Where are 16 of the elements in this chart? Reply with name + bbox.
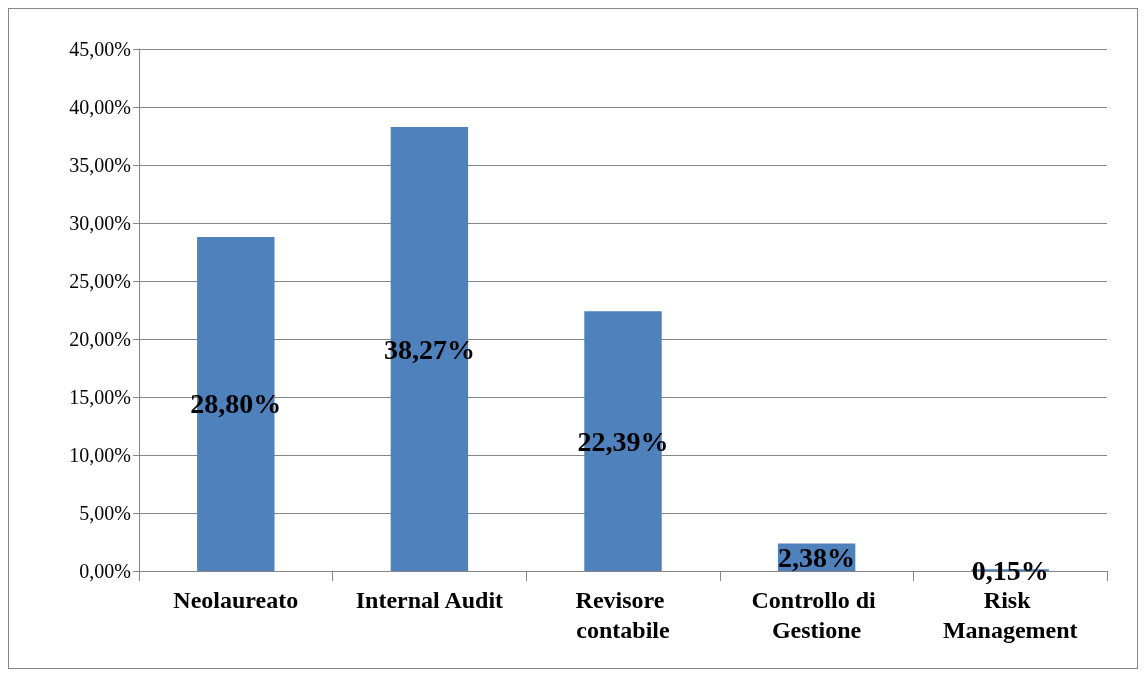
x-tick-label: Neolaureato [173, 587, 299, 613]
y-tick-label: 35,00% [69, 154, 131, 176]
data-label: 2,38% [778, 541, 856, 573]
y-tick-label: 0,00% [79, 560, 131, 582]
x-tick-label: Risk Management [942, 587, 1078, 643]
y-tick-label: 40,00% [69, 96, 131, 118]
y-tick-label: 30,00% [69, 212, 131, 234]
y-tick-label: 20,00% [69, 328, 131, 350]
x-tick-label: Revisore contabile [575, 587, 671, 643]
y-tick-label: 25,00% [69, 270, 131, 292]
y-tick-label: 45,00% [69, 38, 131, 60]
y-tick-label: 15,00% [69, 386, 131, 408]
x-tick-label: Internal Audit [355, 587, 504, 613]
x-tick-label: Controllo di Gestione [751, 587, 882, 643]
y-tick-label: 5,00% [79, 502, 131, 524]
y-tick-label: 10,00% [69, 444, 131, 466]
